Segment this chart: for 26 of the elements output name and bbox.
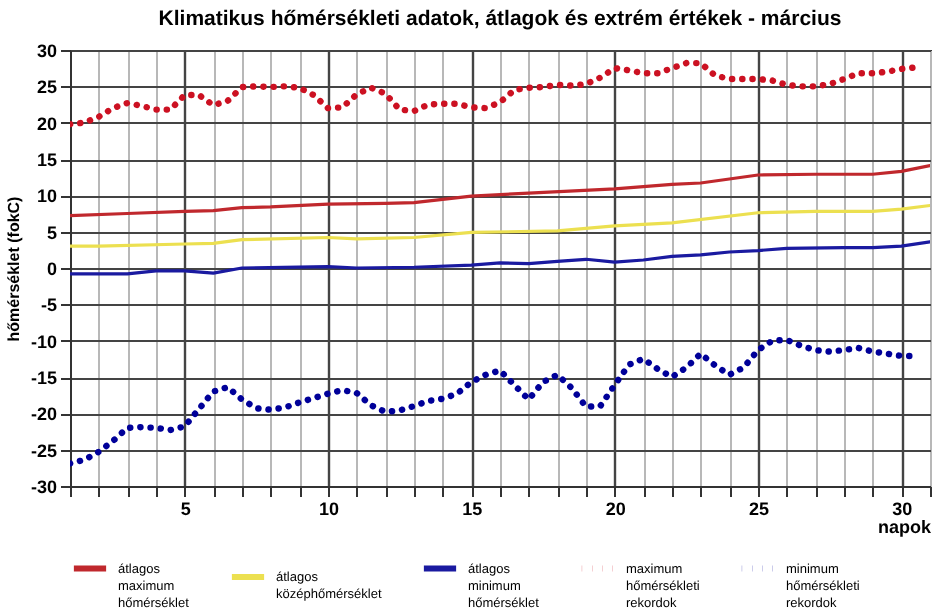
line-series <box>70 163 930 218</box>
y-tick-label: -10 <box>30 331 57 352</box>
x-tick-label: 25 <box>748 499 770 519</box>
x-axis-title: napok <box>877 517 933 537</box>
y-tick-label: 10 <box>36 186 57 207</box>
y-tick-label: -30 <box>30 477 57 497</box>
x-tick-label: 15 <box>462 499 483 519</box>
y-tick-label: 20 <box>36 113 57 134</box>
x-tick-label: 30 <box>892 499 913 519</box>
y-tick-label: 5 <box>46 222 57 243</box>
line-series <box>70 240 930 276</box>
y-tick-label: 0 <box>46 259 57 279</box>
y-tick-label: 25 <box>36 77 57 98</box>
y-tick-label: -5 <box>40 295 57 316</box>
y-tick-label: -25 <box>30 440 57 461</box>
y-axis-title: hőmérséklet (fokC) <box>4 195 23 342</box>
x-tick-label: 20 <box>605 499 626 519</box>
y-tick-label: -20 <box>30 404 57 425</box>
line-series <box>70 59 919 128</box>
x-tick-label: 10 <box>318 499 340 519</box>
y-tick-label: 15 <box>36 150 57 170</box>
x-tick-label: 5 <box>180 499 191 519</box>
line-series <box>70 203 930 248</box>
y-tick-label: -15 <box>30 368 57 388</box>
y-tick-label: 30 <box>36 41 57 61</box>
chart-title: Klimatikus hőmérsékleti adatok, átlagok és extrém értékek - március <box>158 7 842 31</box>
